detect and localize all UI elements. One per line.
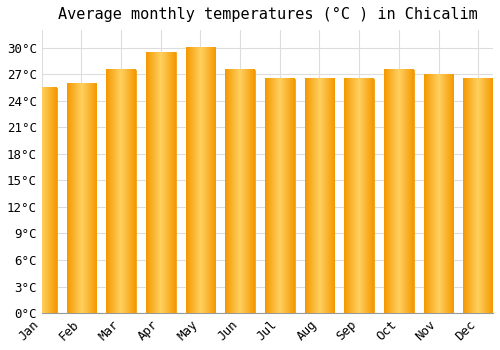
- Bar: [186, 48, 216, 313]
- Bar: [226, 70, 255, 313]
- Bar: [424, 74, 454, 313]
- Bar: [27, 88, 56, 313]
- Bar: [265, 79, 294, 313]
- Bar: [304, 79, 334, 313]
- Bar: [146, 52, 176, 313]
- Bar: [106, 70, 136, 313]
- Bar: [384, 70, 414, 313]
- Bar: [66, 83, 96, 313]
- Bar: [344, 79, 374, 313]
- Title: Average monthly temperatures (°C ) in Chicalim: Average monthly temperatures (°C ) in Ch…: [58, 7, 478, 22]
- Bar: [464, 79, 493, 313]
